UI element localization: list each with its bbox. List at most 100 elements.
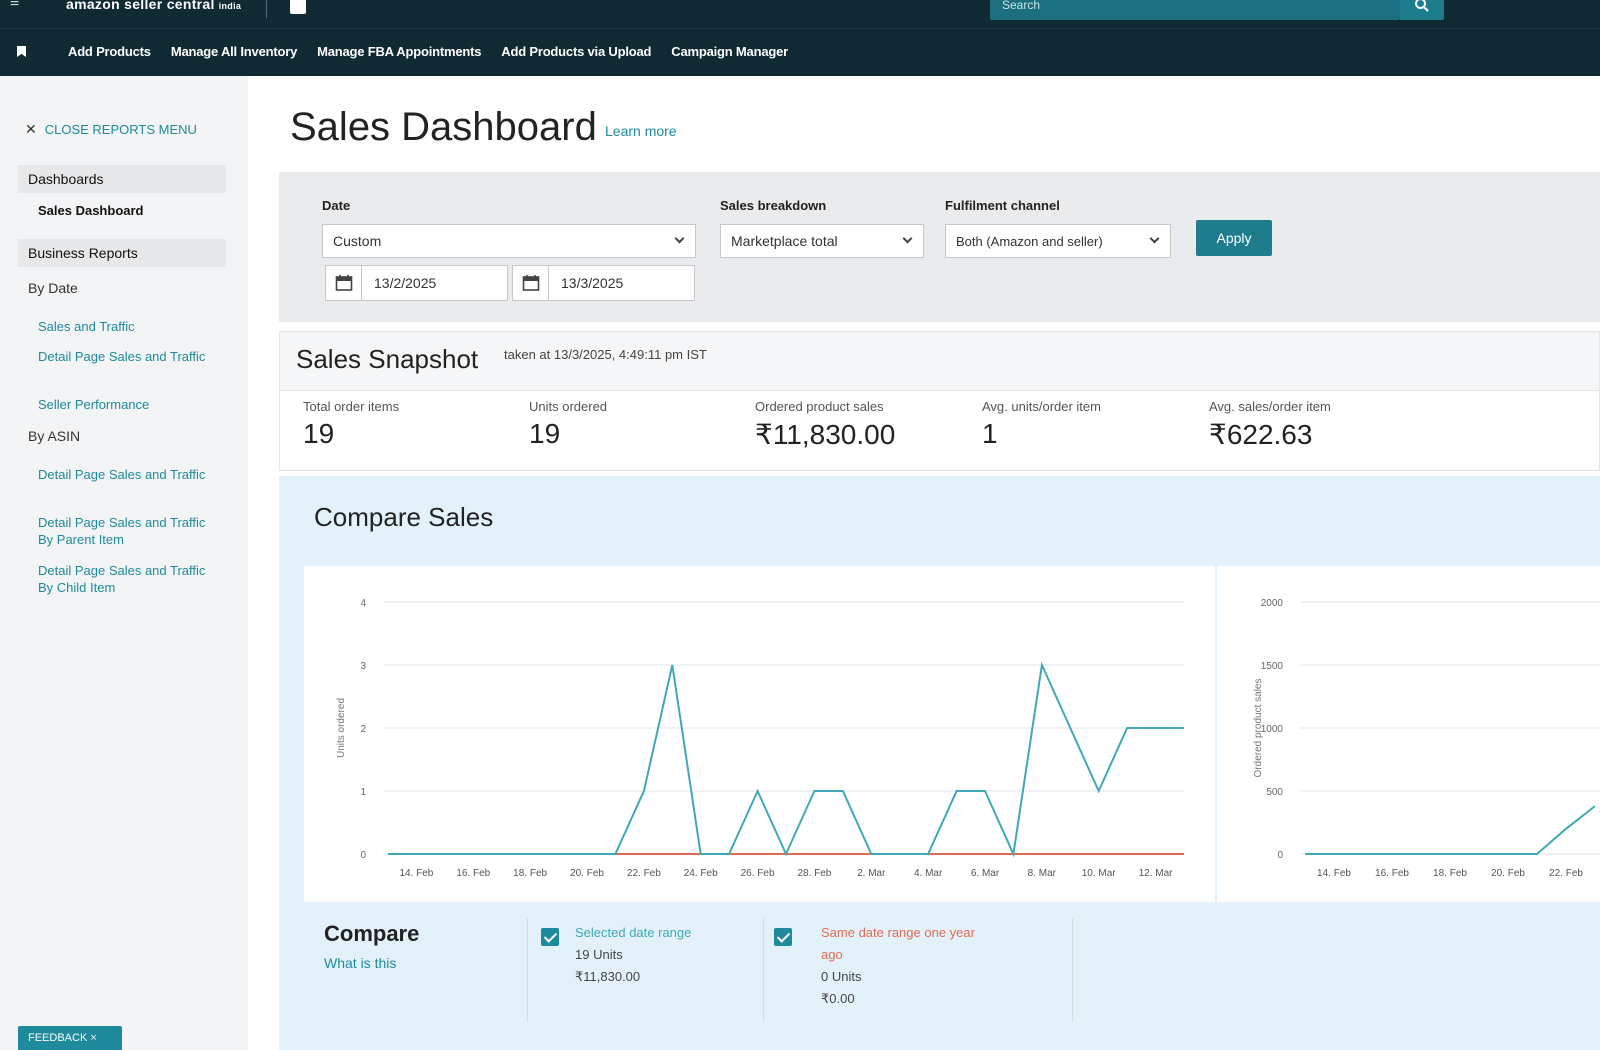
prior-year-units: 0 Units [821,969,862,984]
metric-avg-units-per-order-item: Avg. units/order item 1 [982,399,1101,450]
sales-snapshot-header: Sales Snapshot taken at 13/3/2025, 4:49:… [279,331,1600,391]
metric-label: Ordered product sales [755,399,884,414]
x-tick-label: 16. Feb [456,868,490,879]
search-button[interactable] [1400,0,1444,20]
nav-manage-fba-appointments[interactable]: Manage FBA Appointments [317,44,482,59]
sales-snapshot-metrics: Total order items 19 Units ordered 19 Orde… [279,391,1600,471]
sales-breakdown-select[interactable]: Marketplace total [720,224,924,258]
metric-label: Total order items [303,399,400,414]
date-range-value: Custom [333,233,382,249]
search-input[interactable]: Search [990,0,1400,20]
calendar-icon[interactable] [513,266,549,300]
selected-range-line [388,661,1184,858]
metric-value: 19 [529,418,561,449]
y-tick-label: 1500 [1261,661,1284,672]
start-date-value: 13/2/2025 [374,275,437,291]
metric-label: Avg. sales/order item [1209,399,1331,414]
bookmark-icon[interactable] [17,46,26,57]
sidebar-link-seller-performance[interactable]: Seller Performance [38,397,150,412]
chevron-down-icon [902,233,913,244]
sidebar-group-business-reports[interactable]: Business Reports [18,239,226,267]
fulfilment-channel-label: Fulfilment channel [945,198,1060,213]
feedback-button[interactable]: FEEDBACK × [18,1026,122,1050]
sidebar-link-asin-detail-page[interactable]: Detail Page Sales and Traffic [38,467,206,482]
x-tick-label: 16. Feb [1375,868,1409,879]
compare-sales-title: Compare Sales [314,502,494,532]
x-tick-label: 20. Feb [1491,868,1525,879]
x-tick-label: 20. Feb [570,868,604,879]
metric-units-ordered: Units ordered 19 [529,399,607,450]
selected-range-label: Selected date range [575,925,692,940]
metric-label: Avg. units/order item [982,399,1101,414]
sidebar-item-sales-dashboard[interactable]: Sales Dashboard [38,203,144,218]
y-tick-label: 1 [360,787,366,798]
nav-add-products[interactable]: Add Products [68,44,151,59]
date-range-select[interactable]: Custom [322,224,696,258]
end-date-value: 13/3/2025 [561,275,624,291]
x-tick-label: 22. Feb [1549,868,1583,879]
sales-breakdown-value: Marketplace total [731,233,838,249]
metric-value: ₹11,830.00 [755,419,896,450]
sidebar-group-dashboards[interactable]: Dashboards [18,165,226,193]
nav-manage-inventory[interactable]: Manage All Inventory [170,44,298,59]
search-icon [1415,0,1429,12]
y-tick-label: 0 [360,850,366,861]
start-date-field[interactable]: 13/2/2025 [325,265,508,301]
x-tick-label: 22. Feb [627,868,661,879]
x-tick-label: 4. Mar [914,868,943,879]
x-tick-label: 12. Mar [1139,868,1174,879]
amazon-seller-central-logo[interactable]: amazon seller central india [66,0,242,12]
x-tick-label: 8. Mar [1028,868,1057,879]
sidebar-section-by-asin: By ASIN [28,428,81,444]
prior-year-checkbox[interactable] [774,928,792,946]
ordered-sales-chart-card: 0 500 1000 1500 2000 Ordered product sales 14.… [1217,566,1600,902]
close-reports-menu-button[interactable]: ✕ CLOSE REPORTS MENU [25,121,197,138]
x-tick-label: 26. Feb [741,868,775,879]
account-switcher[interactable]: ​ [290,0,306,14]
compare-divider [527,918,528,1022]
nav-campaign-manager[interactable]: Campaign Manager [671,44,788,59]
fulfilment-channel-select[interactable]: Both (Amazon and seller) [945,224,1171,258]
calendar-icon[interactable] [326,266,362,300]
reports-sidebar: ✕ CLOSE REPORTS MENU Dashboards Sales Das… [0,76,248,1050]
selected-range-line [1305,805,1596,855]
x-tick-label: 2. Mar [857,868,886,879]
prior-year-sales: ₹0.00 [821,991,855,1006]
y-tick-label: 2000 [1261,598,1284,609]
prior-year-label-line-1: Same date range one year [821,925,975,940]
selected-range-units: 19 Units [575,947,623,962]
sidebar-section-by-date: By Date [28,280,78,296]
nav-add-products-upload[interactable]: Add Products via Upload [501,44,652,59]
what-is-this-link[interactable]: What is this [324,955,397,971]
x-tick-label: 10. Mar [1082,868,1117,879]
compare-divider [763,918,764,1022]
sidebar-link-detail-page-sales-traffic[interactable]: Detail Page Sales and Traffic [38,349,206,364]
close-icon: ✕ [25,121,37,137]
selected-range-sales: ₹11,830.00 [575,969,641,984]
x-tick-label: 24. Feb [684,868,718,879]
sidebar-link-asin-parent-item[interactable]: Detail Page Sales and Traffic By Parent … [38,515,206,547]
learn-more-link[interactable]: Learn more [605,123,677,139]
header-divider [266,0,267,18]
units-ordered-chart: 0 1 2 3 4 Units ordered 14. Feb 16. Feb 18. Feb 2… [336,598,1184,879]
x-tick-label: 18. Feb [513,868,547,879]
sidebar-link-sales-and-traffic[interactable]: Sales and Traffic [38,319,135,334]
x-tick-label: 28. Feb [797,868,831,879]
compare-divider [1072,918,1073,1022]
end-date-field[interactable]: 13/3/2025 [512,265,695,301]
menu-icon[interactable]: ≡ [10,0,20,11]
ordered-product-sales-chart: 0 500 1000 1500 2000 Ordered product sales 14.… [1253,598,1600,879]
nav-links: Add Products Manage All Inventory Manage… [68,44,788,59]
close-reports-label: CLOSE REPORTS MENU [44,122,197,137]
y-axis-label: Ordered product sales [1253,679,1264,778]
metric-avg-sales-per-order-item: Avg. sales/order item ₹622.63 [1209,399,1331,451]
x-tick-label: 6. Mar [971,868,1000,879]
prior-year-label-line-2: ago [821,947,843,962]
search-placeholder: Search [1002,0,1041,12]
apply-button[interactable]: Apply [1196,220,1272,256]
selected-range-checkbox[interactable] [541,928,559,946]
nav-bar: Add Products Manage All Inventory Manage… [0,28,1600,76]
sidebar-link-asin-child-item[interactable]: Detail Page Sales and Traffic By Child I… [38,563,206,595]
y-tick-label: 0 [1277,850,1283,861]
